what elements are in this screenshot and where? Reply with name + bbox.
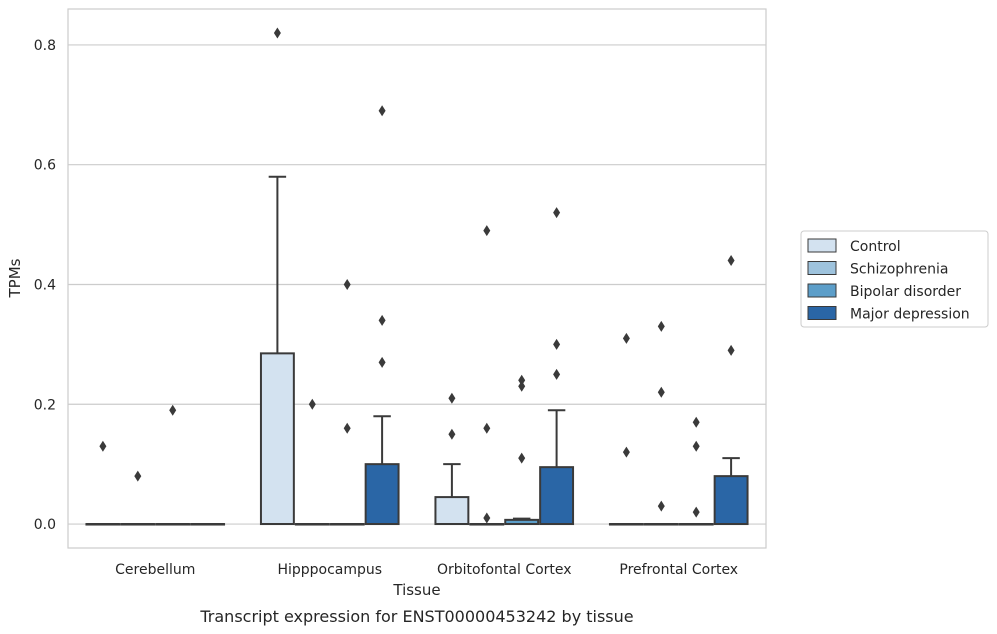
x-tick-label: Hipppocampus [277,562,382,578]
box-control [85,440,121,526]
outlier-point [448,392,456,404]
outlier-point [657,500,665,512]
box-major-depression [364,105,400,526]
outlier-point [657,320,665,332]
outlier-point [622,332,630,344]
y-tick-label: 0.6 [34,158,56,174]
legend-box [800,230,989,328]
box-iqr [364,463,400,526]
box-schizophrenia [469,225,505,526]
outlier-point [692,506,700,518]
x-axis-label: Tissue [392,581,440,599]
outlier-point [483,225,491,237]
box-schizophrenia [643,320,679,526]
box-control [608,332,644,526]
y-ticks: 0.0 0.2 0.4 0.6 0.8 [34,38,56,533]
outlier-point [448,428,456,440]
gridlines [68,44,766,525]
legend-swatch [807,283,837,298]
outlier-point [343,278,351,290]
legend-label: Schizophrenia [850,262,948,278]
outlier-point [692,440,700,452]
outlier-point [727,255,735,267]
box-major-depression [539,207,575,526]
outlier-point [308,398,316,410]
box-schizophrenia [294,398,330,526]
box-control [259,27,295,526]
outlier-point [378,314,386,326]
legend: Control Schizophrenia Bipolar disorder Majo… [800,230,989,328]
box-control [434,392,470,526]
outlier-point [169,404,177,416]
outlier-point [518,380,526,392]
outlier-point [553,368,561,380]
box-major-depression [190,523,226,526]
box-iqr [259,352,295,526]
outlier-point [622,446,630,458]
outlier-point [99,440,107,452]
box-schizophrenia [120,470,156,526]
y-tick-label: 0.4 [34,277,56,293]
outlier-point [657,386,665,398]
box-bipolar-disorder [678,416,714,526]
legend-swatch [807,306,837,320]
outlier-point [553,338,561,350]
legend-label: Bipolar disorder [850,284,961,300]
box-bipolar-disorder [329,278,365,526]
outlier-point [518,452,526,464]
box-bipolar-disorder [155,404,191,526]
box-iqr [713,475,749,526]
outlier-point [483,422,491,434]
outlier-point [727,344,735,356]
box-bipolar-disorder [504,374,540,526]
x-tick-label: Prefrontal Cortex [619,562,738,578]
x-ticks: Cerebellum Hipppocampus Orbitofontal Corte… [115,562,738,578]
box-iqr [434,496,470,526]
outlier-point [273,27,281,39]
box-iqr [539,466,575,526]
outlier-point [518,374,526,386]
legend-label: Major depression [850,307,970,323]
box-groups [85,27,749,526]
legend-swatch [807,238,837,253]
legend-swatch [807,261,837,275]
x-tick-label: Cerebellum [115,562,195,578]
y-tick-label: 0.0 [34,517,56,533]
plot-frame [67,8,767,549]
x-tick-label: Orbitofontal Cortex [437,562,572,578]
chart-caption: Transcript expression for ENST0000045324… [199,607,633,626]
outlier-point [692,416,700,428]
outlier-point [343,422,351,434]
outlier-point [134,470,142,482]
y-tick-label: 0.8 [34,38,56,54]
outlier-point [378,105,386,117]
outlier-point [553,207,561,219]
outlier-point [378,356,386,368]
outlier-point [483,512,491,524]
box-major-depression [713,255,749,526]
y-tick-label: 0.2 [34,397,56,413]
y-axis-label: TPMs [6,258,24,298]
legend-label: Control [850,239,901,255]
